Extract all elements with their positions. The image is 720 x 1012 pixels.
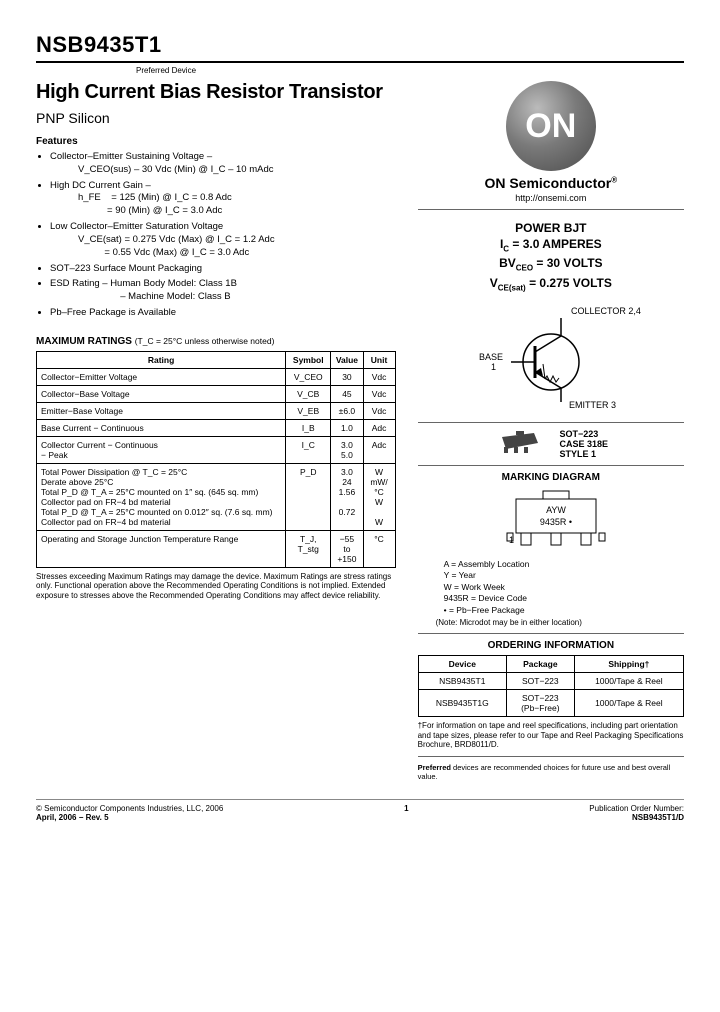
pkg-name: SOT−223 <box>560 429 609 439</box>
page-footer: © Semiconductor Components Industries, L… <box>36 799 684 822</box>
marking-note: (Note: Microdot may be in either locatio… <box>418 618 684 627</box>
ordering-heading: ORDERING INFORMATION <box>418 640 684 651</box>
spec-line-1: POWER BJT <box>418 220 684 236</box>
ratings-table: RatingSymbolValueUnitCollector−Emitter V… <box>36 351 396 568</box>
spec-line-2: IC = 3.0 AMPERES <box>418 236 684 255</box>
brand-url[interactable]: http://onsemi.com <box>418 193 684 203</box>
pub-label: Publication Order Number: <box>589 804 684 813</box>
rule-r4 <box>418 633 684 634</box>
features-list: Collector–Emitter Sustaining Voltage –V_… <box>36 151 396 320</box>
pin-diagram: COLLECTOR 2,4 BASE 1 EMITTER 3 <box>418 304 684 416</box>
feature-item: SOT–223 Surface Mount Packaging <box>50 263 396 276</box>
preferred-note: Preferred devices are recommended choice… <box>418 763 684 781</box>
collector-label: COLLECTOR 2,4 <box>571 306 641 316</box>
rule-r5 <box>418 756 684 757</box>
brand-block: ON ON Semiconductor® http://onsemi.com <box>418 81 684 203</box>
svg-text:1: 1 <box>491 362 496 372</box>
marking-bottom-text: 9435R • <box>540 517 572 527</box>
rev-date: April, 2006 − Rev. 5 <box>36 813 223 822</box>
brand-name: ON Semiconductor® <box>418 175 684 191</box>
copyright: © Semiconductor Components Industries, L… <box>36 804 223 813</box>
left-column: High Current Bias Resistor Transistor PN… <box>36 81 396 781</box>
pkg-case: CASE 318E <box>560 439 609 449</box>
sot223-package-icon <box>494 429 544 459</box>
feature-item: ESD Rating – Human Body Model: Class 1B … <box>50 278 396 304</box>
key-specs: POWER BJT IC = 3.0 AMPERES BVCEO = 30 VO… <box>418 220 684 294</box>
spec-line-4: VCE(sat) = 0.275 VOLTS <box>418 275 684 294</box>
transistor-symbol-icon: COLLECTOR 2,4 BASE 1 EMITTER 3 <box>461 304 641 414</box>
footer-left: © Semiconductor Components Industries, L… <box>36 804 223 822</box>
rule-top <box>36 61 684 63</box>
doc-title: High Current Bias Resistor Transistor <box>36 81 396 104</box>
rule-r1 <box>418 209 684 210</box>
max-heading-note: (T_C = 25°C unless otherwise noted) <box>135 336 275 346</box>
brand-text: ON Semiconductor <box>484 175 611 191</box>
max-heading-text: MAXIMUM RATINGS <box>36 336 132 347</box>
right-column: ON ON Semiconductor® http://onsemi.com P… <box>418 81 684 781</box>
feature-item: Collector–Emitter Sustaining Voltage –V_… <box>50 151 396 177</box>
page-number: 1 <box>223 804 589 822</box>
pkg-style: STYLE 1 <box>560 449 609 459</box>
max-ratings-heading: MAXIMUM RATINGS (T_C = 25°C unless other… <box>36 336 396 347</box>
part-number: NSB9435T1 <box>36 32 684 58</box>
marking-legend: A = Assembly LocationY = YearW = Work We… <box>418 559 684 616</box>
feature-item: Pb–Free Package is Available <box>50 307 396 320</box>
pub-number: NSB9435T1/D <box>589 813 684 822</box>
doc-subtitle: PNP Silicon <box>36 110 396 126</box>
feature-item: High DC Current Gain –h_FE = 125 (Min) @… <box>50 180 396 218</box>
preferred-label: Preferred Device <box>36 66 684 75</box>
rule-r2 <box>418 422 684 423</box>
marking-diagram-icon: AYW 9435R • 1 <box>471 489 631 559</box>
ordering-note: †For information on tape and reel specif… <box>418 721 684 750</box>
on-logo-icon: ON <box>506 81 596 171</box>
base-label: BASE <box>479 352 503 362</box>
rule-r3 <box>418 465 684 466</box>
spec-line-3: BVCEO = 30 VOLTS <box>418 255 684 274</box>
marking-top-text: AYW <box>546 505 566 515</box>
emitter-label: EMITTER 3 <box>569 400 616 410</box>
features-heading: Features <box>36 136 396 147</box>
package-row: SOT−223 CASE 318E STYLE 1 <box>418 429 684 459</box>
stress-note: Stresses exceeding Maximum Ratings may d… <box>36 572 396 601</box>
marking-heading: MARKING DIAGRAM <box>418 472 684 483</box>
footer-right: Publication Order Number: NSB9435T1/D <box>589 804 684 822</box>
feature-item: Low Collector–Emitter Saturation Voltage… <box>50 221 396 259</box>
ordering-table: DevicePackageShipping†NSB9435T1SOT−22310… <box>418 655 684 717</box>
